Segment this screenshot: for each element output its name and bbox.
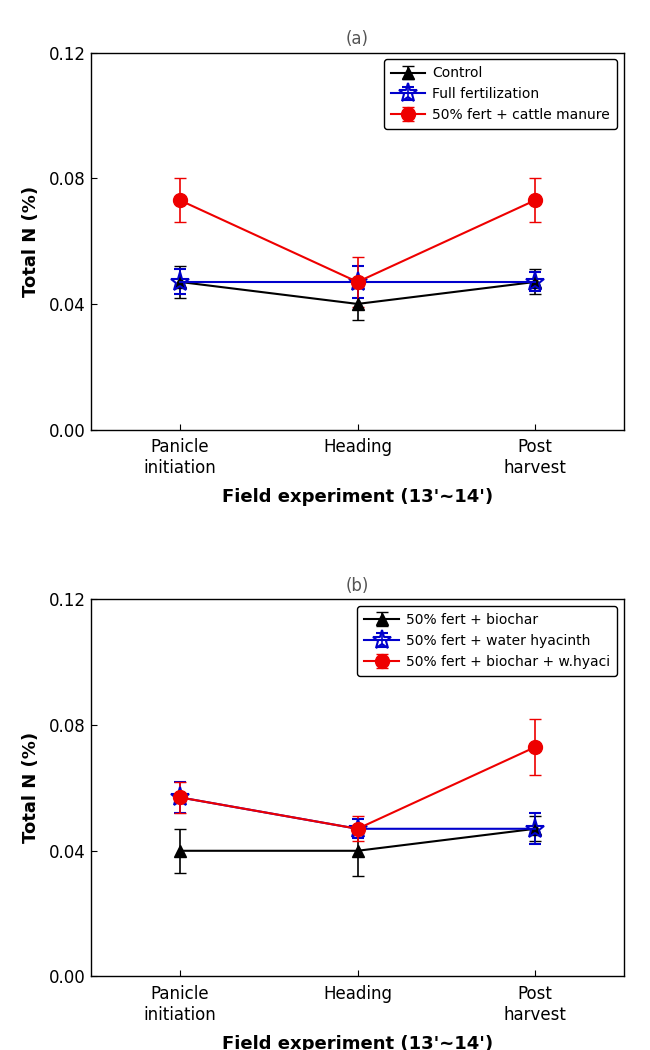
X-axis label: Field experiment (13'~14'): Field experiment (13'~14') bbox=[222, 1034, 493, 1050]
Title: (a): (a) bbox=[346, 30, 369, 48]
X-axis label: Field experiment (13'~14'): Field experiment (13'~14') bbox=[222, 488, 493, 506]
Legend: 50% fert + biochar, 50% fert + water hyacinth, 50% fert + biochar + w.hyaci: 50% fert + biochar, 50% fert + water hya… bbox=[358, 606, 617, 676]
Y-axis label: Total N (%): Total N (%) bbox=[22, 186, 40, 297]
Y-axis label: Total N (%): Total N (%) bbox=[22, 732, 40, 843]
Legend: Control, Full fertilization, 50% fert + cattle manure: Control, Full fertilization, 50% fert + … bbox=[384, 60, 617, 129]
Title: (b): (b) bbox=[346, 578, 369, 595]
